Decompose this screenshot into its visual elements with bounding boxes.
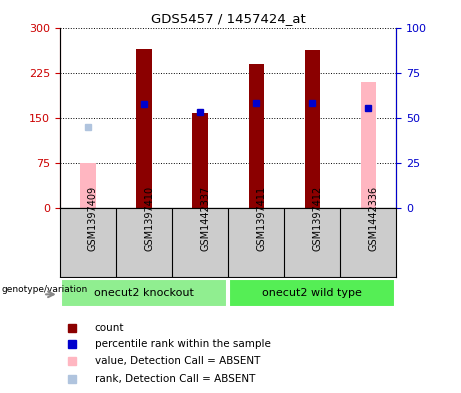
Text: GSM1442336: GSM1442336	[368, 186, 378, 251]
Text: rank, Detection Call = ABSENT: rank, Detection Call = ABSENT	[95, 374, 255, 384]
Text: GSM1397412: GSM1397412	[313, 186, 322, 251]
Text: GSM1397411: GSM1397411	[256, 186, 266, 251]
Bar	[80, 163, 96, 208]
Text: percentile rank within the sample: percentile rank within the sample	[95, 339, 271, 349]
Bar	[248, 64, 264, 208]
Text: GSM1397409: GSM1397409	[88, 186, 98, 251]
Text: onecut2 wild type: onecut2 wild type	[262, 288, 362, 298]
Bar	[361, 82, 376, 208]
Text: genotype/variation: genotype/variation	[1, 285, 88, 294]
Bar	[305, 50, 320, 208]
Bar	[136, 49, 152, 208]
Text: GSM1397410: GSM1397410	[144, 186, 154, 251]
Text: count: count	[95, 323, 124, 333]
Text: value, Detection Call = ABSENT: value, Detection Call = ABSENT	[95, 356, 260, 366]
Text: GSM1442337: GSM1442337	[200, 186, 210, 251]
Bar	[192, 113, 208, 208]
FancyBboxPatch shape	[229, 279, 396, 307]
FancyBboxPatch shape	[61, 279, 227, 307]
Title: GDS5457 / 1457424_at: GDS5457 / 1457424_at	[151, 12, 306, 25]
Text: onecut2 knockout: onecut2 knockout	[94, 288, 194, 298]
